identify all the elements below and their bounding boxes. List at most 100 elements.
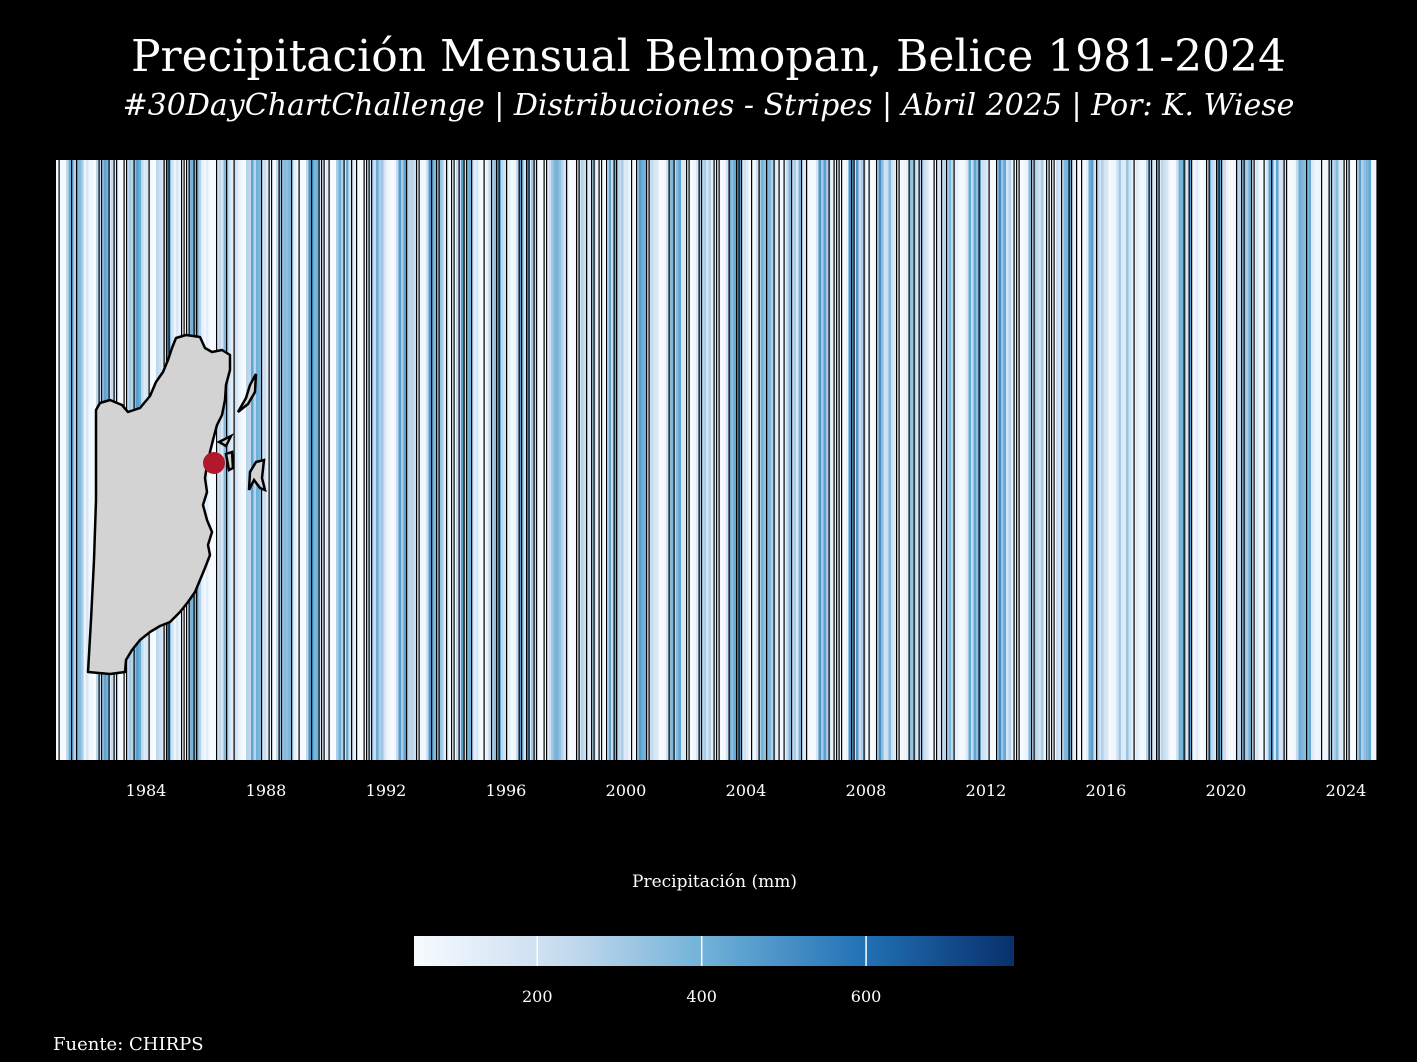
month-stripe — [888, 160, 892, 760]
month-stripe — [523, 160, 527, 760]
month-stripe — [326, 160, 329, 760]
stripe-gap — [783, 160, 785, 760]
month-stripe — [88, 160, 92, 760]
month-stripe — [363, 160, 367, 760]
month-stripe — [341, 160, 344, 760]
month-stripe — [483, 160, 487, 760]
stripe-gap — [268, 160, 270, 760]
legend-ticks: 200 400 600 — [522, 936, 881, 1006]
month-stripe — [1233, 160, 1237, 760]
month-stripe — [383, 160, 387, 760]
month-stripe — [708, 160, 712, 760]
stripe-gap — [1031, 160, 1033, 760]
month-stripe — [468, 160, 472, 760]
month-stripe — [903, 160, 907, 760]
source-caption: Fuente: CHIRPS — [53, 1034, 204, 1055]
month-stripe — [248, 160, 252, 760]
month-stripe — [68, 160, 72, 760]
month-stripe — [993, 160, 997, 760]
stripe-gap — [1236, 160, 1238, 760]
month-stripe — [488, 160, 492, 760]
month-stripe — [1261, 160, 1264, 760]
month-stripe — [653, 160, 657, 760]
stripe-gap — [876, 160, 878, 760]
month-stripe — [648, 160, 652, 760]
month-stripe — [368, 160, 372, 760]
x-tick-label: 2004 — [726, 781, 767, 800]
month-stripe — [738, 160, 742, 760]
month-stripe — [1168, 160, 1172, 760]
month-stripe — [908, 160, 912, 760]
stripe-gap — [1221, 160, 1223, 760]
month-stripe — [386, 160, 389, 760]
month-stripe — [243, 160, 247, 760]
stripe-gap — [713, 160, 715, 760]
stripe-gap — [318, 160, 320, 760]
stripe-gap — [1321, 160, 1323, 760]
month-stripe — [486, 160, 489, 760]
month-stripe — [353, 160, 357, 760]
month-stripe — [1163, 160, 1167, 760]
month-stripe — [318, 160, 322, 760]
month-stripe — [1103, 160, 1107, 760]
month-stripe — [751, 160, 754, 760]
inset-map — [86, 333, 267, 676]
month-stripe — [233, 160, 237, 760]
stripe-gap — [271, 160, 273, 760]
stripe-gap — [701, 160, 703, 760]
month-stripe — [498, 160, 502, 760]
month-stripe — [768, 160, 772, 760]
month-stripe — [481, 160, 484, 760]
month-stripe — [1363, 160, 1367, 760]
month-stripe — [1016, 160, 1019, 760]
month-stripe — [401, 160, 404, 760]
month-stripe — [246, 160, 249, 760]
month-stripe — [1258, 160, 1262, 760]
month-stripe — [283, 160, 287, 760]
stripe-gap — [1013, 160, 1015, 760]
stripe-gap — [1306, 160, 1308, 760]
month-stripe — [1296, 160, 1299, 760]
month-stripe — [683, 160, 687, 760]
month-stripe — [668, 160, 672, 760]
month-stripe — [1251, 160, 1254, 760]
stripe-gap — [471, 160, 473, 760]
month-stripe — [306, 160, 309, 760]
month-stripe — [1353, 160, 1357, 760]
month-stripe — [631, 160, 634, 760]
stripe-gap — [698, 160, 700, 760]
month-stripe — [453, 160, 457, 760]
month-stripe — [783, 160, 787, 760]
month-stripe — [223, 160, 227, 760]
month-stripe — [531, 160, 534, 760]
month-stripe — [881, 160, 884, 760]
month-stripe — [506, 160, 509, 760]
stripe-gap — [836, 160, 838, 760]
month-stripe — [831, 160, 834, 760]
month-stripe — [678, 160, 682, 760]
month-stripe — [1286, 160, 1289, 760]
stripe-gap — [498, 160, 500, 760]
month-stripe — [661, 160, 664, 760]
chart-subtitle: #30DayChartChallenge | Distribuciones - … — [122, 88, 1295, 123]
month-stripe — [703, 160, 707, 760]
month-stripe — [941, 160, 944, 760]
stripe-gap — [806, 160, 808, 760]
month-stripe — [63, 160, 67, 760]
month-stripe — [538, 160, 542, 760]
month-stripe — [821, 160, 824, 760]
month-stripe — [1273, 160, 1277, 760]
month-stripe — [1146, 160, 1149, 760]
month-stripe — [1308, 160, 1312, 760]
stripe-gap — [416, 160, 418, 760]
month-stripe — [1236, 160, 1239, 760]
month-stripe — [886, 160, 889, 760]
month-stripe — [938, 160, 942, 760]
month-stripe — [1178, 160, 1182, 760]
month-stripe — [331, 160, 334, 760]
month-stripe — [1051, 160, 1054, 760]
stripe-gap — [58, 160, 60, 760]
month-stripe — [691, 160, 694, 760]
month-stripe — [393, 160, 397, 760]
month-stripe — [1316, 160, 1319, 760]
